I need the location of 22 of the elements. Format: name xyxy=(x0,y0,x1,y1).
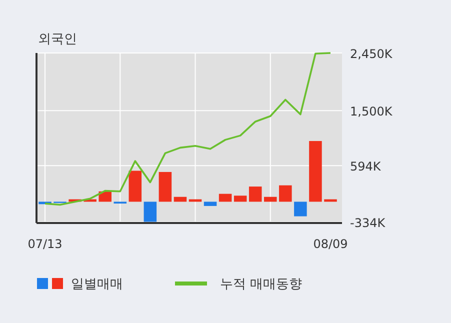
bar xyxy=(234,196,247,202)
bar xyxy=(128,170,142,202)
legend-label: 일별매매 xyxy=(71,277,123,292)
bar xyxy=(144,202,157,222)
chart-title: 외국인 xyxy=(38,32,77,47)
y-tick-label: 594K xyxy=(350,160,382,174)
line-series xyxy=(44,52,332,206)
bar xyxy=(174,196,187,202)
bar xyxy=(158,172,172,202)
bar xyxy=(248,186,262,202)
y-tick-label: -334K xyxy=(350,216,386,230)
y-tick-label: 2,450K xyxy=(350,47,394,61)
bar xyxy=(204,202,217,206)
legend-label: 누적 매매동향 xyxy=(220,277,302,292)
bar xyxy=(279,185,292,202)
x-tick-label: 07/13 xyxy=(28,237,62,251)
bar xyxy=(218,194,232,202)
bar xyxy=(309,141,322,202)
bar xyxy=(294,202,307,216)
bar xyxy=(264,196,277,202)
x-tick-label: 08/09 xyxy=(313,237,348,251)
y-tick-label: 1,500K xyxy=(350,104,394,119)
